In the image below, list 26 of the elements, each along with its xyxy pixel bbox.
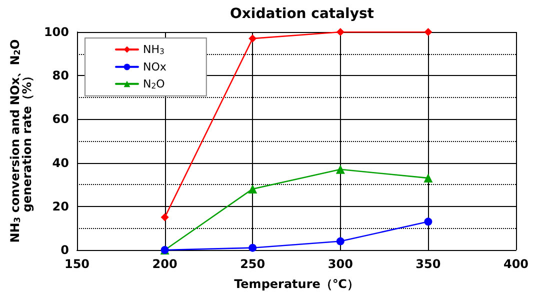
point [336,164,345,174]
x-tick-label: 400 [503,257,529,271]
point [424,28,432,36]
point [336,28,344,36]
point [336,237,344,246]
y-tick-label: 80 [52,68,69,83]
point [248,184,258,194]
x-tick-label: 250 [240,257,266,271]
y-tick-label: 40 [52,156,69,170]
x-tick-label: 300 [328,257,353,271]
y-tick-label: 0 [60,243,69,257]
legend-label: NOx [143,60,167,74]
y-tick-label: 100 [44,25,69,39]
point [424,218,432,226]
x-tick-label: 200 [152,257,178,271]
point [248,34,257,43]
y-tick-label: 20 [52,199,69,214]
y-tick-label: 60 [52,112,69,126]
x-axis-title: Temperature（℃） [234,277,359,291]
point [424,174,433,183]
text: NH3 conversion and NOx、N2O generation rate（%） [8,39,34,243]
x-tick-label: 150 [64,257,90,271]
point [248,244,257,252]
point [160,213,169,222]
chart-title: Oxidation catalyst [230,6,374,22]
x-tick-label: 350 [416,257,441,271]
